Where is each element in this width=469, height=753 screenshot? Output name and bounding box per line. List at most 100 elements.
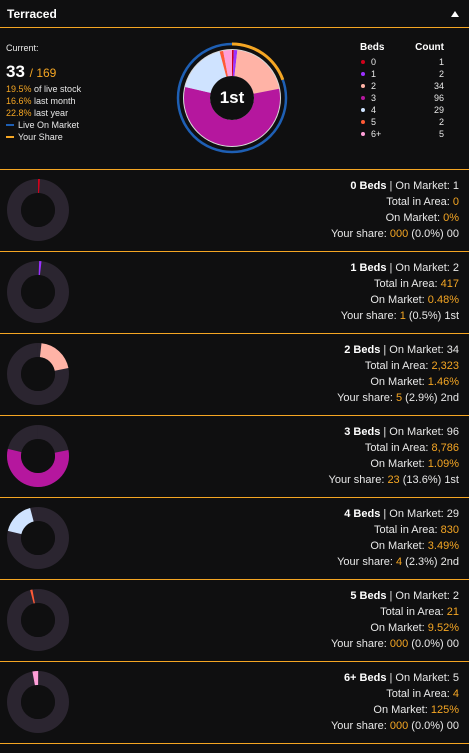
- legend-beds-name: 3: [371, 93, 377, 103]
- section-title: Terraced: [7, 6, 57, 21]
- bed-on-market-count: | On Market: 29: [383, 508, 459, 520]
- legend-dot-icon: [361, 96, 365, 100]
- bed-on-market-count: | On Market: 96: [383, 426, 459, 438]
- legend-beds-name: 4: [371, 105, 377, 115]
- bed-info: 0 Beds | On Market: 1 Total in Area: 0 On …: [331, 178, 459, 242]
- donut-segment: [32, 671, 39, 686]
- donut-track-lower: [7, 589, 38, 651]
- section-header[interactable]: Terraced: [0, 0, 469, 28]
- donut-track-lower: [7, 671, 38, 733]
- share-count: 23: [387, 474, 400, 486]
- total-value: 21: [446, 606, 459, 618]
- share-count: 000: [389, 638, 409, 650]
- on-market-label: On Market:: [370, 622, 428, 634]
- on-market-pct: 1.09%: [427, 458, 459, 470]
- donut-track-upper: [38, 507, 69, 569]
- current-count: 33 / 169: [6, 62, 126, 83]
- on-market-pct: 1.46%: [427, 376, 459, 388]
- donut-segment: [7, 508, 34, 535]
- total-label: Total in Area:: [386, 196, 453, 208]
- bed-title-line: 6+ Beds | On Market: 5: [331, 670, 459, 686]
- donut-hole: [210, 76, 254, 120]
- main-donut-chart: [176, 42, 288, 154]
- bed-on-market-count: | On Market: 2: [389, 262, 460, 274]
- bed-title: 2 Beds: [344, 344, 381, 356]
- total-in-area-line: Total in Area: 4: [331, 686, 459, 702]
- share-label: Your share:: [330, 228, 390, 240]
- total-label: Total in Area:: [373, 278, 441, 290]
- on-market-line: On Market: 125%: [331, 702, 459, 718]
- your-share-line: Your share: 000 (0.0%) 00: [331, 636, 459, 652]
- on-market-line: On Market: 1.46%: [337, 374, 459, 390]
- bed-donut-chart: [7, 507, 69, 569]
- beds-table-header: Beds Count: [360, 42, 444, 53]
- legend-beds-count: 2: [438, 117, 444, 127]
- legend-dot-icon: [361, 132, 365, 136]
- bed-on-market-count: | On Market: 1: [389, 180, 460, 192]
- donut-hole: [21, 193, 55, 227]
- legend-your-share: Your Share: [6, 131, 126, 143]
- bed-title: 3 Beds: [344, 426, 381, 438]
- on-market-label: On Market:: [370, 540, 428, 552]
- donut-segment: [234, 50, 280, 94]
- donut-segment: [219, 50, 228, 77]
- total-in-area-line: Total in Area: 417: [341, 276, 459, 292]
- share-label: Your share:: [340, 310, 400, 322]
- bed-title-line: 2 Beds | On Market: 34: [337, 342, 459, 358]
- on-market-label: On Market:: [373, 704, 431, 716]
- donut-track-lower: [7, 261, 38, 323]
- legend-beds-name: 1: [371, 69, 377, 79]
- share-rest: (13.6%) 1st: [399, 474, 459, 486]
- donut-hole: [21, 521, 55, 555]
- on-market-line: On Market: 3.49%: [337, 538, 459, 554]
- legend-dot-icon: [361, 60, 365, 64]
- total-label: Total in Area:: [364, 442, 432, 454]
- donut-segment: [184, 86, 280, 147]
- your-share-line: Your share: 5 (2.9%) 2nd: [337, 390, 459, 406]
- total-label: Total in Area:: [373, 524, 441, 536]
- on-market-line: On Market: 0.48%: [341, 292, 459, 308]
- bed-info: 3 Beds | On Market: 96 Total in Area: 8,7…: [329, 424, 459, 488]
- total-in-area-line: Total in Area: 8,786: [329, 440, 459, 456]
- donut-track-upper: [38, 671, 69, 733]
- bed-donut-chart: [7, 261, 69, 323]
- donut-segment: [39, 343, 69, 371]
- count-col-header: Count: [415, 42, 444, 53]
- bed-on-market-count: | On Market: 2: [389, 590, 460, 602]
- live-stock-stat: 19.5% of live stock: [6, 83, 126, 95]
- legend-beds-name: 6+: [371, 129, 382, 139]
- donut-segment: [30, 589, 35, 604]
- on-market-line: On Market: 9.52%: [331, 620, 459, 636]
- bed-on-market-count: | On Market: 5: [389, 672, 460, 684]
- total-value: / 169: [29, 66, 57, 80]
- donut-segment: [232, 50, 234, 77]
- beds-col-header: Beds: [360, 42, 385, 53]
- share-label: Your share:: [330, 638, 390, 650]
- on-market-label: On Market:: [370, 376, 428, 388]
- donut-hole: [21, 685, 55, 719]
- bed-donut-chart: [7, 671, 69, 733]
- last-month-text: last month: [34, 96, 76, 106]
- on-market-label: On Market:: [370, 458, 428, 470]
- on-market-line: On Market: 0%: [331, 210, 459, 226]
- bed-info: 1 Beds | On Market: 2 Total in Area: 417 O…: [341, 260, 459, 324]
- legend-beds-name: 0: [371, 57, 377, 67]
- bed-title-line: 1 Beds | On Market: 2: [341, 260, 459, 276]
- live-stock-pct: 19.5%: [6, 84, 32, 94]
- bed-title: 6+ Beds: [343, 672, 387, 684]
- donut-hole: [21, 357, 55, 391]
- legend-beds-name: 2: [371, 81, 377, 91]
- share-label: Your share:: [328, 474, 388, 486]
- total-in-area-line: Total in Area: 830: [337, 522, 459, 538]
- legend-beds-count: 34: [433, 81, 444, 91]
- beds-legend-row: 4 29: [360, 104, 444, 116]
- chevron-up-icon[interactable]: [451, 10, 459, 17]
- total-in-area-line: Total in Area: 21: [331, 604, 459, 620]
- legend-dot-icon: [361, 84, 365, 88]
- bed-title: 4 Beds: [344, 508, 381, 520]
- your-share-arc: [232, 42, 285, 81]
- donut-track-upper: [38, 261, 69, 323]
